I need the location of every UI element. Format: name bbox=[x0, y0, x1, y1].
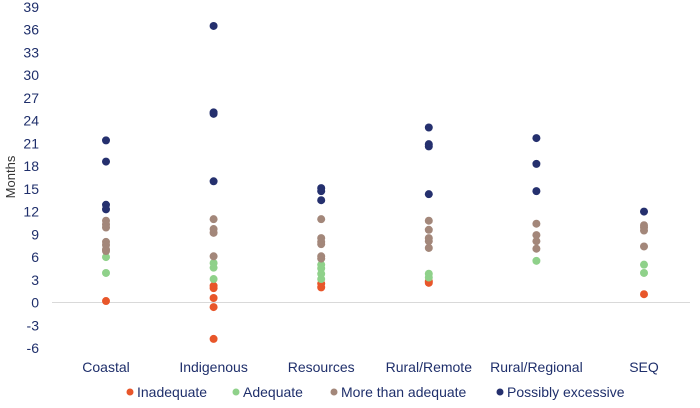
point-possibly-excessive bbox=[317, 196, 326, 205]
y-tick-label: 18 bbox=[23, 158, 39, 174]
y-tick-label: 39 bbox=[23, 0, 39, 15]
point-inadequate bbox=[209, 293, 218, 302]
point-inadequate bbox=[317, 283, 326, 292]
y-tick-label: 27 bbox=[23, 90, 39, 106]
point-more-than-adequate bbox=[532, 237, 541, 246]
x-category-label: Resources bbox=[288, 359, 355, 375]
point-adequate bbox=[640, 260, 648, 269]
point-adequate bbox=[102, 253, 110, 262]
point-inadequate bbox=[209, 303, 218, 312]
legend-label-inadequate: Inadequate bbox=[137, 384, 207, 400]
point-possibly-excessive bbox=[209, 109, 218, 118]
point-inadequate bbox=[640, 290, 648, 299]
point-more-than-adequate bbox=[424, 216, 433, 225]
y-tick-label: -3 bbox=[27, 317, 40, 333]
y-tick-label: -6 bbox=[27, 340, 40, 356]
legend: Inadequate Adequate More than adequate Poss… bbox=[126, 384, 625, 400]
point-adequate bbox=[640, 268, 648, 277]
point-possibly-excessive bbox=[102, 157, 110, 166]
point-more-than-adequate bbox=[640, 226, 648, 235]
y-tick-label: 15 bbox=[23, 181, 39, 197]
x-category-label: Rural/Regional bbox=[490, 359, 583, 375]
x-axis: Coastal Indigenous Resources Rural/Remote Ru… bbox=[82, 359, 659, 375]
point-more-than-adequate bbox=[424, 243, 433, 252]
y-tick-label: 36 bbox=[23, 22, 39, 38]
x-category-label: Indigenous bbox=[179, 359, 248, 375]
point-adequate bbox=[317, 275, 326, 284]
point-possibly-excessive bbox=[532, 159, 541, 168]
point-more-than-adequate bbox=[317, 254, 326, 263]
legend-label-adequate: Adequate bbox=[243, 384, 303, 400]
point-adequate bbox=[424, 273, 433, 282]
legend-marker-possibly-excessive bbox=[496, 388, 504, 396]
y-tick-label: 30 bbox=[23, 67, 39, 83]
point-more-than-adequate bbox=[317, 215, 326, 224]
point-possibly-excessive bbox=[640, 207, 648, 216]
point-more-than-adequate bbox=[209, 228, 218, 237]
legend-label-possibly-excessive: Possibly excessive bbox=[507, 384, 625, 400]
point-adequate bbox=[209, 263, 218, 272]
point-possibly-excessive bbox=[424, 123, 433, 132]
legend-marker-adequate bbox=[232, 388, 240, 396]
y-tick-label: 3 bbox=[31, 272, 39, 288]
y-axis-title: Months bbox=[3, 155, 18, 198]
y-tick-label: 24 bbox=[23, 113, 39, 129]
point-possibly-excessive bbox=[209, 177, 218, 186]
legend-marker-inadequate bbox=[126, 388, 134, 396]
data-points bbox=[102, 21, 648, 343]
point-adequate bbox=[209, 275, 218, 284]
point-more-than-adequate bbox=[424, 225, 433, 234]
x-category-label: SEQ bbox=[629, 359, 659, 375]
point-possibly-excessive bbox=[424, 190, 433, 199]
point-possibly-excessive bbox=[532, 187, 541, 196]
point-possibly-excessive bbox=[317, 187, 326, 196]
point-more-than-adequate bbox=[532, 219, 541, 228]
x-category-label: Coastal bbox=[82, 359, 129, 375]
point-possibly-excessive bbox=[102, 205, 110, 214]
point-possibly-excessive bbox=[424, 142, 433, 151]
y-tick-label: 21 bbox=[23, 135, 39, 151]
point-more-than-adequate bbox=[532, 231, 541, 240]
legend-marker-more-than-adequate bbox=[330, 388, 338, 396]
point-more-than-adequate bbox=[209, 215, 218, 224]
point-inadequate bbox=[102, 297, 110, 306]
point-adequate bbox=[532, 256, 541, 265]
point-more-than-adequate bbox=[317, 240, 326, 249]
y-tick-label: 33 bbox=[23, 44, 39, 60]
point-more-than-adequate bbox=[209, 252, 218, 261]
point-more-than-adequate bbox=[102, 247, 110, 256]
x-category-label: Rural/Remote bbox=[386, 359, 473, 375]
point-inadequate bbox=[209, 334, 218, 343]
y-tick-label: 0 bbox=[31, 295, 39, 311]
y-tick-label: 6 bbox=[31, 249, 39, 265]
point-more-than-adequate bbox=[102, 223, 110, 232]
point-adequate bbox=[102, 268, 110, 277]
point-more-than-adequate bbox=[640, 242, 648, 251]
point-inadequate bbox=[209, 284, 218, 293]
point-more-than-adequate bbox=[424, 237, 433, 246]
y-tick-label: 9 bbox=[31, 226, 39, 242]
point-possibly-excessive bbox=[102, 136, 110, 145]
legend-label-more-than-adequate: More than adequate bbox=[341, 384, 467, 400]
y-tick-label: 12 bbox=[23, 204, 39, 220]
point-possibly-excessive bbox=[209, 21, 218, 30]
point-more-than-adequate bbox=[532, 244, 541, 253]
point-possibly-excessive bbox=[532, 134, 541, 143]
